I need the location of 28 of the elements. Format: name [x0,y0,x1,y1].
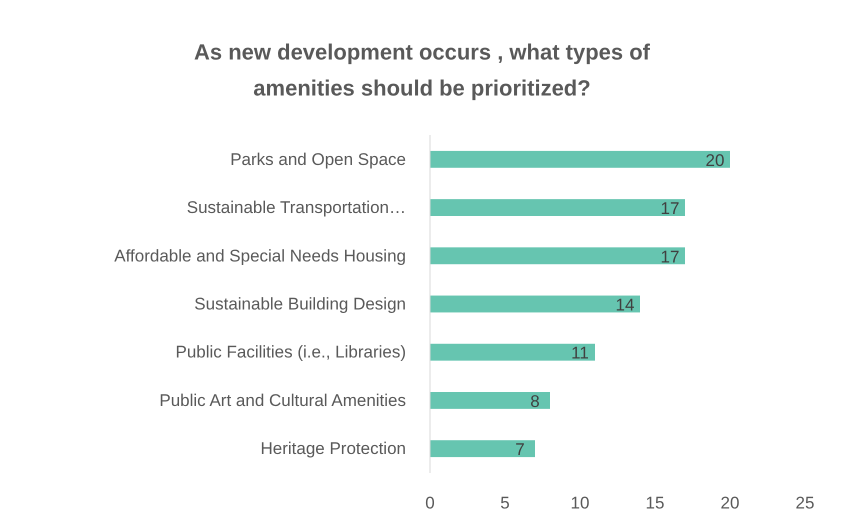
data-label: 11 [571,344,589,363]
x-tick-label: 15 [646,494,664,512]
bar [430,150,730,168]
data-label: 7 [515,440,525,460]
data-label: 17 [660,247,680,266]
data-label: 20 [706,150,724,170]
bar [430,247,685,264]
y-tick-label: Parks and Open Space [230,150,406,169]
data-label: 14 [616,296,634,314]
data-label: 17 [660,199,680,218]
x-tick-label: 25 [796,494,814,512]
y-tick-label: Sustainable Transportation… [186,198,406,218]
bar [430,440,535,458]
data-label: 8 [530,392,540,411]
y-tick-label: Affordable and Special Needs Housing [114,246,406,266]
bar [430,344,595,361]
y-tick-label: Public Art and Cultural Amenities [159,390,406,410]
bar [430,296,640,312]
bar [430,199,685,216]
y-tick-label: Heritage Protection [260,439,406,458]
chart-title: As new development occurs , what types of amenities should be prioritized? [194,40,651,100]
x-tick-label: 0 [425,494,435,512]
x-tick-label: 20 [720,494,740,512]
bar [430,392,550,409]
y-tick-label: Sustainable Building Design [194,294,406,314]
y-tick-label: Public Facilities (i.e., Libraries) [175,342,406,362]
x-tick-label: 10 [570,494,590,512]
x-tick-label: 5 [500,494,510,512]
